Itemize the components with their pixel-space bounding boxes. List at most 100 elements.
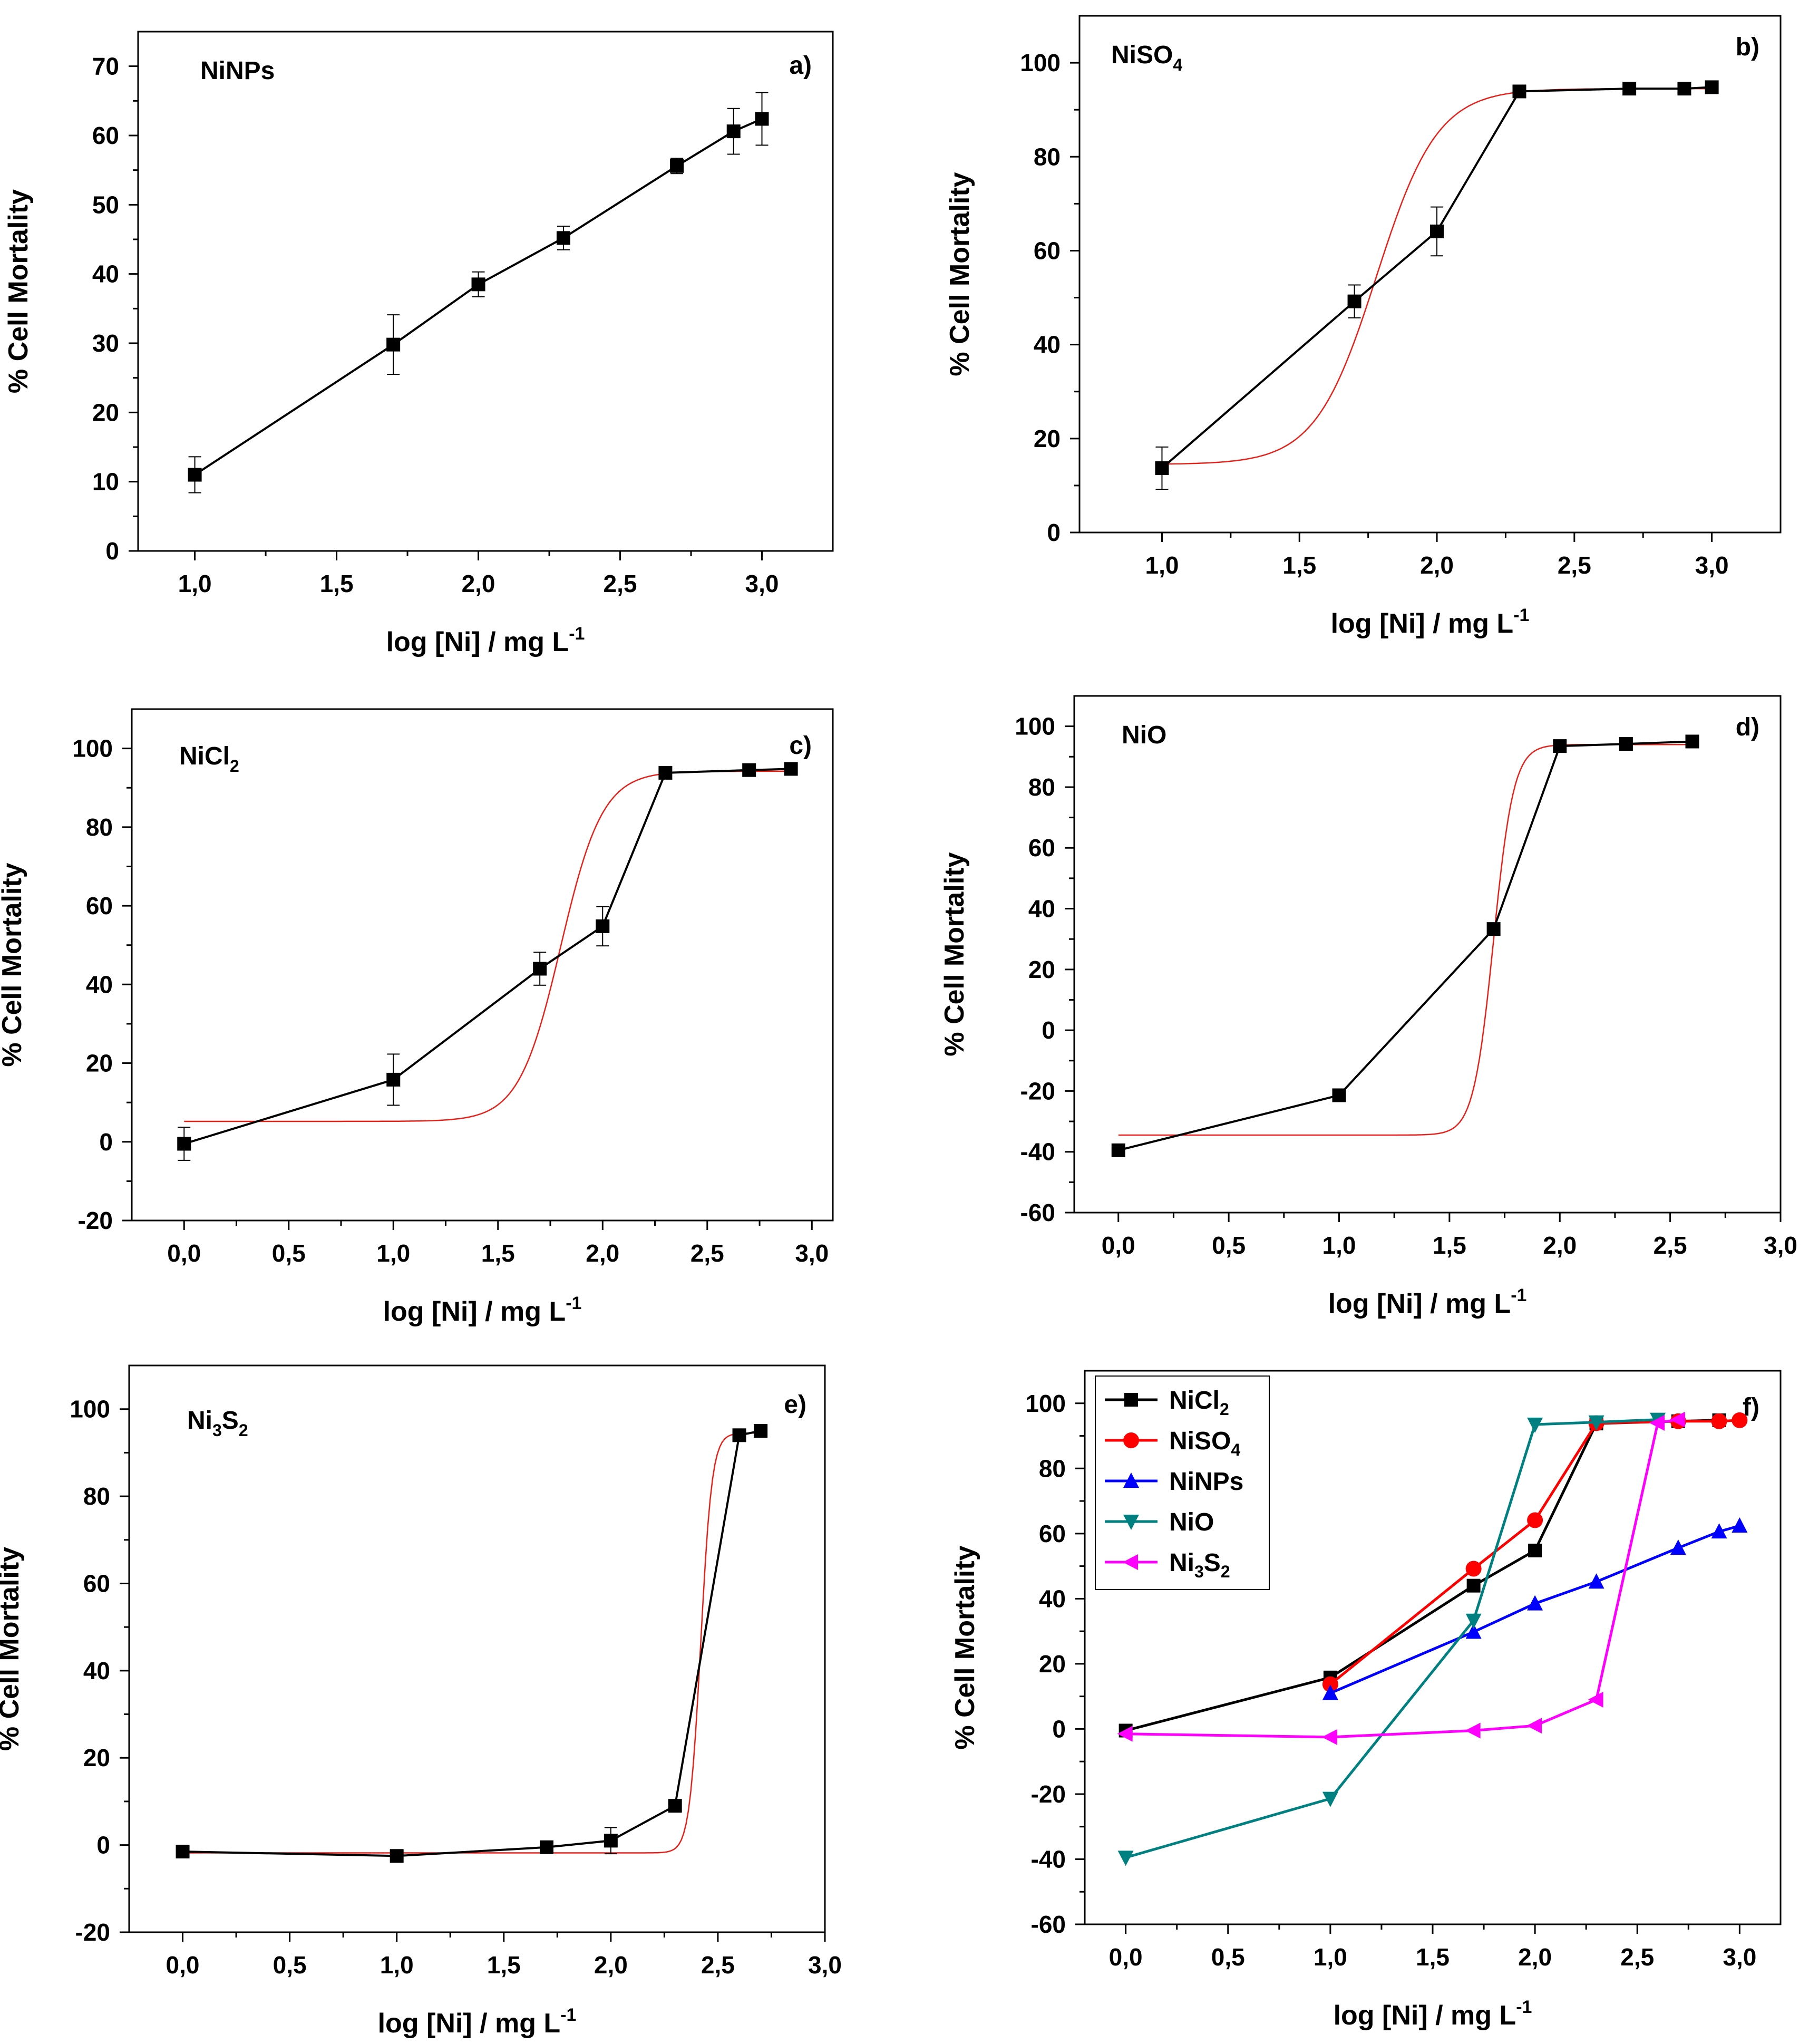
plot-frame bbox=[131, 708, 834, 1222]
y-tick-label: 100 bbox=[1015, 713, 1055, 740]
y-tick-label: -20 bbox=[1031, 1780, 1066, 1808]
chart-panel-b: 1,0 1,5 2,0 2,5 3,0 0 20 40 60 80 100 log [Ni] / mg… bbox=[945, 15, 1782, 639]
data-point bbox=[1466, 1578, 1481, 1593]
legend-label-sub: 3 bbox=[1194, 1562, 1204, 1581]
x-axis-label-sup: -1 bbox=[1511, 1285, 1526, 1305]
legend-box bbox=[1095, 1375, 1270, 1590]
data-point bbox=[1588, 1573, 1604, 1589]
x-axis-label: log [Ni] / mg L-1 bbox=[1328, 1285, 1527, 1319]
legend-label-sub: 4 bbox=[1231, 1440, 1240, 1459]
panel-label: b) bbox=[1736, 33, 1759, 61]
y-tick-label: 60 bbox=[1034, 237, 1061, 264]
data-point bbox=[1465, 1623, 1482, 1639]
data-point bbox=[1321, 1729, 1337, 1745]
data-point bbox=[390, 1849, 404, 1863]
y-tick-label: 60 bbox=[83, 1570, 110, 1597]
x-axis-label-text: log [Ni] / mg L bbox=[383, 1296, 566, 1327]
y-tick-label: 0 bbox=[1052, 1715, 1066, 1742]
x-tick-label: 2,5 bbox=[1654, 1232, 1687, 1259]
data-point bbox=[1732, 1412, 1748, 1428]
x-axis-label-sup: -1 bbox=[566, 1293, 581, 1313]
panel-label: a) bbox=[789, 52, 812, 80]
x-tick-label: 2,0 bbox=[594, 1951, 628, 1979]
y-tick-label: 80 bbox=[86, 813, 113, 841]
y-tick-label: 100 bbox=[72, 735, 113, 762]
data-point bbox=[176, 1845, 190, 1859]
y-tick-label: 100 bbox=[70, 1396, 110, 1423]
x-tick-label: 1,5 bbox=[481, 1239, 515, 1267]
data-point bbox=[1465, 1613, 1482, 1629]
y-tick-label: 70 bbox=[92, 53, 119, 80]
series-NiSO4 bbox=[1155, 80, 1719, 490]
data-point bbox=[386, 337, 401, 352]
x-tick-label: 1,0 bbox=[1322, 1232, 1356, 1259]
data-point bbox=[1486, 922, 1501, 936]
panel-title: NiCl2 bbox=[179, 742, 239, 776]
legend-label-base: NiNPs bbox=[1169, 1468, 1243, 1496]
plot-frame bbox=[137, 31, 834, 552]
y-axis-label: % Cell Mortality bbox=[945, 172, 975, 376]
series-Ni3S2 bbox=[176, 1424, 768, 1863]
x-axis-label-text: log [Ni] / mg L bbox=[386, 627, 569, 657]
series-line bbox=[1125, 1418, 1658, 1859]
series-NiNPs bbox=[188, 92, 769, 493]
x-tick-label: 1,0 bbox=[376, 1239, 410, 1267]
x-tick-label: 3,0 bbox=[1764, 1232, 1797, 1259]
series-line bbox=[183, 768, 791, 1145]
x-tick-label: 0,0 bbox=[1109, 1943, 1143, 1971]
data-point bbox=[1705, 80, 1719, 94]
data-point bbox=[1347, 294, 1361, 308]
legend-label-base: NiO bbox=[1169, 1508, 1214, 1536]
data-point bbox=[471, 277, 485, 292]
y-tick-label: 40 bbox=[1039, 1585, 1066, 1612]
y-tick-label: 80 bbox=[1028, 773, 1055, 801]
data-point bbox=[1526, 1718, 1542, 1734]
y-tick-label: 40 bbox=[1034, 331, 1061, 359]
y-tick-label: -60 bbox=[1020, 1199, 1055, 1226]
y-tick-label: 0 bbox=[1047, 519, 1061, 546]
panel-title: NiO bbox=[1122, 721, 1166, 749]
x-axis-label-sup: -1 bbox=[1513, 605, 1529, 625]
legend-label-sub: 2 bbox=[1220, 1400, 1229, 1419]
x-tick-label: 3,0 bbox=[1695, 551, 1729, 579]
data-point bbox=[668, 1799, 682, 1813]
y-tick-label: 60 bbox=[86, 892, 113, 919]
x-tick-label: 1,5 bbox=[320, 570, 354, 597]
title-sub: 2 bbox=[239, 1421, 248, 1440]
data-point bbox=[726, 124, 741, 139]
y-tick-label: 20 bbox=[1034, 425, 1061, 452]
y-tick-label: -20 bbox=[75, 1919, 110, 1946]
data-point bbox=[1670, 1539, 1686, 1555]
title-part: NiSO bbox=[1111, 41, 1173, 69]
data-point bbox=[386, 1072, 401, 1087]
series-line bbox=[1118, 740, 1693, 1151]
x-tick-label: 0,5 bbox=[1212, 1232, 1246, 1259]
data-point bbox=[1677, 82, 1691, 96]
y-tick-label: -20 bbox=[1020, 1077, 1055, 1105]
x-tick-label: 0,5 bbox=[272, 1239, 306, 1267]
title-part: NiNPs bbox=[200, 57, 275, 85]
plot-frame bbox=[128, 1364, 826, 1933]
data-point bbox=[556, 231, 570, 245]
legend-label: Ni3S2 bbox=[1169, 1549, 1230, 1581]
legend-label-base: S bbox=[1204, 1549, 1221, 1577]
fit-curve bbox=[184, 770, 791, 1122]
x-tick-label: 1,5 bbox=[487, 1951, 521, 1979]
x-tick-label: 2,5 bbox=[701, 1951, 735, 1979]
panel-title: NiSO4 bbox=[1111, 41, 1182, 74]
y-tick-label: 0 bbox=[1042, 1016, 1055, 1044]
series-Ni3S2 bbox=[1117, 1411, 1685, 1745]
data-point bbox=[1430, 224, 1444, 238]
legend-marker bbox=[1123, 1432, 1139, 1448]
legend-marker bbox=[1124, 1393, 1138, 1407]
y-tick-label: -40 bbox=[1020, 1138, 1055, 1166]
legend-label-sub: 2 bbox=[1221, 1562, 1230, 1581]
series-NiCl2 bbox=[177, 762, 798, 1161]
panel-label: d) bbox=[1736, 713, 1759, 741]
data-point bbox=[1322, 1684, 1338, 1700]
data-point bbox=[1465, 1561, 1482, 1577]
data-point bbox=[1322, 1791, 1338, 1807]
data-point bbox=[1527, 1417, 1543, 1433]
y-tick-label: 20 bbox=[1028, 956, 1055, 983]
